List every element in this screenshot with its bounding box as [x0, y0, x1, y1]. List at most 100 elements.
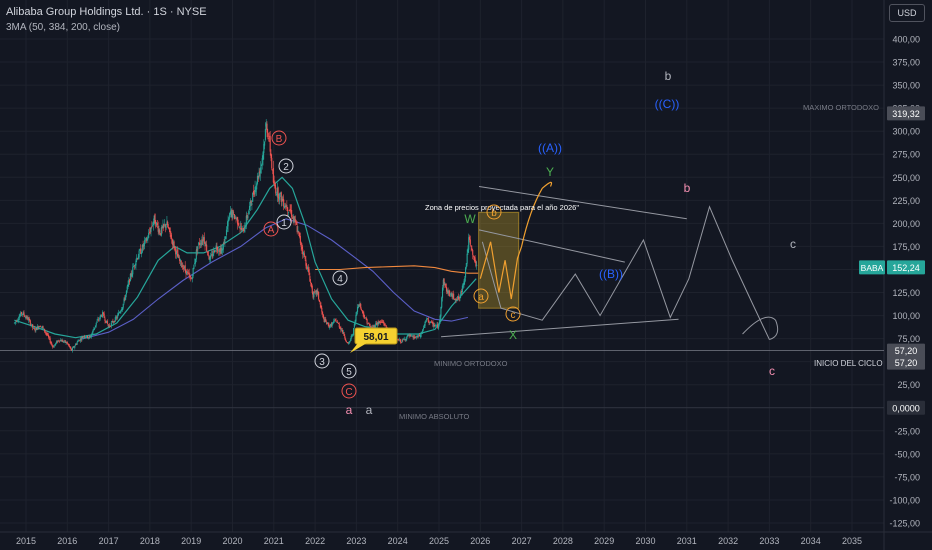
candle-body	[399, 339, 401, 341]
x-tick-label: 2021	[264, 536, 284, 546]
candle-body	[346, 342, 348, 343]
candle-body	[28, 318, 31, 321]
candle-body	[401, 339, 403, 343]
candle-body	[116, 317, 118, 319]
candle-body	[226, 226, 228, 230]
candle-body	[458, 298, 460, 300]
candle-body	[289, 209, 291, 211]
x-tick-label: 2030	[635, 536, 655, 546]
candle-body	[60, 340, 62, 342]
candle-body	[442, 279, 444, 287]
candle-body	[248, 211, 250, 215]
candle-body	[272, 167, 274, 183]
candle-body	[411, 335, 413, 337]
candle-body	[345, 341, 347, 342]
candle-body	[171, 237, 173, 240]
candle-body	[96, 320, 98, 323]
candle-body	[252, 191, 255, 195]
y-tick-label: 375,00	[892, 58, 920, 68]
candle-body	[461, 285, 463, 293]
candle-body	[355, 314, 357, 322]
candle-body	[381, 321, 383, 323]
candle-body	[359, 304, 361, 307]
candle-body	[233, 212, 235, 214]
candle-body	[434, 325, 436, 327]
indicator-legend[interactable]: 3MA (50, 384, 200, close)	[6, 22, 120, 33]
candle-body	[307, 267, 309, 271]
candle-body	[108, 326, 110, 327]
x-tick-label: 2031	[677, 536, 697, 546]
candle-body	[15, 321, 17, 322]
candle-body	[475, 261, 477, 267]
candle-body	[439, 315, 441, 323]
candle-body	[75, 344, 77, 345]
candle-body	[409, 334, 411, 337]
candle-body	[368, 324, 371, 326]
candle-body	[35, 327, 37, 331]
symbol-title[interactable]: Alibaba Group Holdings Ltd. · 1S · NYSE	[6, 6, 207, 18]
candle-body	[297, 230, 299, 232]
symbol-tag	[859, 260, 885, 275]
candle-body	[245, 215, 247, 227]
candle-body	[453, 293, 455, 299]
candle-body	[402, 339, 404, 341]
candle-body	[369, 325, 371, 327]
candle-body	[130, 273, 132, 276]
currency-button[interactable]: USD	[889, 4, 925, 22]
candle-body	[249, 200, 251, 207]
candle-body	[294, 219, 296, 221]
mid-trendline	[478, 229, 625, 263]
candle-body	[144, 238, 147, 240]
candle-body	[218, 250, 220, 252]
candle-body	[214, 250, 216, 253]
candle-body	[29, 320, 31, 326]
candle-body	[105, 320, 107, 323]
candle-body	[78, 340, 80, 342]
candle-body	[469, 239, 471, 245]
wave-label-circle	[341, 363, 357, 379]
y-tick-label: 75,00	[897, 334, 920, 344]
candle-body	[422, 329, 424, 333]
price-tag	[887, 260, 925, 275]
y-tick-label: 350,00	[892, 81, 920, 91]
candle-body	[444, 283, 446, 286]
candle-body	[120, 310, 122, 313]
wave-label: ((B))	[599, 267, 623, 281]
candle-body	[54, 344, 56, 346]
candle-body	[437, 324, 439, 329]
candle-body	[268, 136, 270, 138]
candle-body	[354, 320, 356, 325]
candle-body	[455, 299, 457, 300]
candle-body	[256, 183, 258, 190]
lower-trendline	[441, 318, 679, 338]
x-tick-label: 2023	[346, 536, 366, 546]
candle-body	[372, 325, 374, 328]
candle-body	[121, 309, 123, 311]
candle-body	[139, 249, 141, 251]
candle-body	[325, 319, 327, 322]
candle-body	[72, 346, 74, 349]
candle-body	[357, 304, 359, 308]
candle-body	[94, 325, 96, 328]
candle-body	[349, 341, 351, 343]
wave-label: 5	[346, 367, 352, 378]
candle-body	[316, 290, 318, 294]
wave-label: 4	[337, 274, 343, 285]
x-tick-label: 2032	[718, 536, 738, 546]
candle-body	[163, 224, 166, 226]
candle-body	[231, 209, 233, 218]
candle-body	[125, 294, 127, 300]
y-tick-label: 175,00	[892, 242, 920, 252]
candle-body	[472, 255, 475, 257]
candle-body	[349, 339, 351, 341]
candle-body	[449, 294, 452, 296]
candle-body	[169, 227, 171, 234]
candle-body	[441, 287, 444, 298]
wave-label-circle	[332, 270, 348, 286]
candle-body	[221, 250, 223, 253]
x-tick-label: 2015	[16, 536, 36, 546]
candle-body	[295, 221, 297, 225]
candle-body	[450, 292, 452, 294]
x-tick-label: 2019	[181, 536, 201, 546]
